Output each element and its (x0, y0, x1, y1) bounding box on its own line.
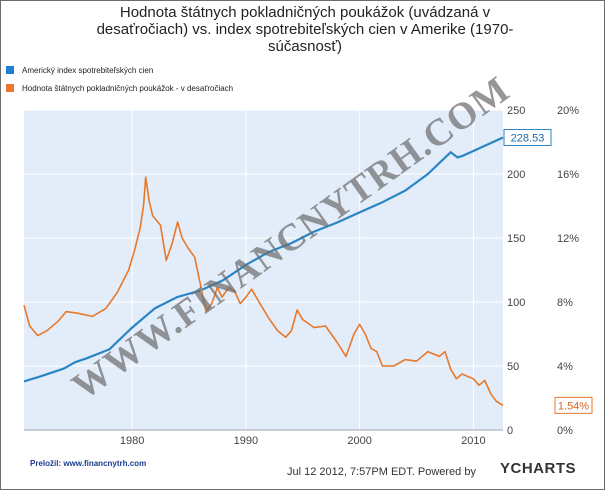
y-right-tick-label: 4% (557, 361, 573, 373)
y-right-tick-label: 8% (557, 297, 573, 309)
x-tick-label: 1990 (234, 435, 258, 447)
chart-title-line: desaťročiach) vs. index spotrebiteľských… (96, 21, 514, 38)
y-left-tick-label: 250 (507, 105, 525, 117)
chart-timestamp: Jul 12 2012, 7:57PM EDT. (287, 466, 415, 478)
legend-swatch-tbill (6, 84, 14, 92)
legend-item-tbill[interactable]: Hodnota štátnych pokladničných poukážok … (6, 79, 233, 97)
y-right-tick-label: 20% (557, 105, 579, 117)
x-tick-label: 2010 (461, 435, 485, 447)
y-left-tick-label: 100 (507, 297, 525, 309)
translation-credit: Preložil: www.financnytrh.com (30, 459, 146, 468)
tbill-series-line (23, 176, 504, 407)
powered-by-label: Powered by (417, 466, 476, 478)
legend-label-cpi: Americký index spotrebiteľských cien (22, 65, 154, 75)
chart-timestamp-powered: Jul 12 2012, 7:57PM EDT. Powered by (287, 466, 476, 478)
legend-label-tbill: Hodnota štátnych pokladničných poukážok … (22, 83, 234, 93)
translation-label: Preložil: (30, 459, 62, 468)
cpi-last-value-box (503, 129, 552, 147)
chart-title-line: súčasnosť) (268, 38, 342, 55)
y-left-tick-label: 150 (507, 233, 525, 245)
ycharts-logo[interactable]: YCHARTS (500, 460, 577, 477)
translation-site-link[interactable]: www.financnytrh.com (63, 459, 147, 468)
legend-swatch-cpi (6, 66, 14, 74)
cpi-last-value-label: 228.53 (511, 133, 545, 145)
y-right-tick-label: 16% (557, 169, 579, 181)
legend-item-cpi[interactable]: Americký index spotrebiteľských cien (6, 61, 233, 79)
tbill-last-value-label: 1.54% (558, 400, 589, 412)
y-left-tick-label: 200 (507, 169, 525, 181)
tbill-last-value-box (554, 396, 593, 414)
chart-title: Hodnota štátnych pokladničných poukážok … (60, 4, 550, 55)
chart-legend: Americký index spotrebiteľských cien Hod… (6, 61, 233, 97)
chart-title-line: Hodnota štátnych pokladničných poukážok … (119, 4, 491, 21)
x-tick-label: 2000 (347, 435, 371, 447)
y-left-tick-label: 0 (507, 425, 513, 437)
plot-area (24, 110, 503, 430)
y-left-tick-label: 50 (507, 361, 519, 373)
cpi-series-line (23, 136, 504, 383)
y-right-tick-label: 12% (557, 233, 579, 245)
y-right-tick-label: 0% (557, 425, 573, 437)
x-tick-label: 1980 (120, 435, 144, 447)
